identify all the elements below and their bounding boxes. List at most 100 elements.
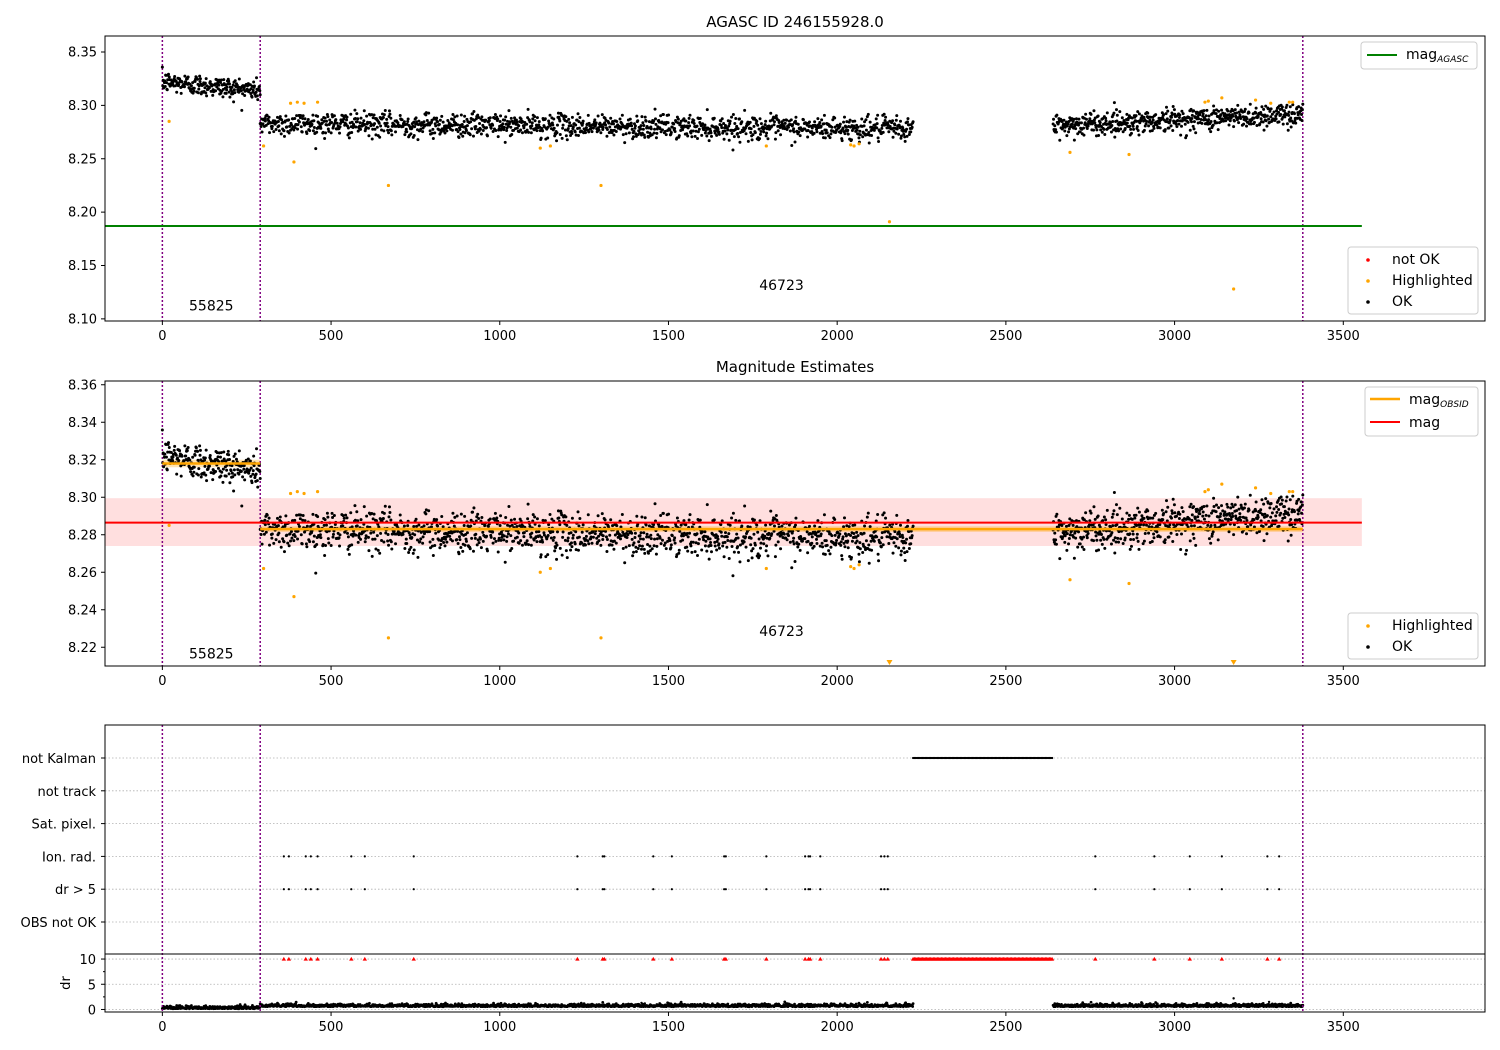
ok-point — [872, 539, 876, 543]
ok-point — [439, 542, 443, 546]
ok-point — [211, 478, 215, 482]
ok-point — [564, 134, 568, 138]
ok-point — [312, 119, 316, 123]
ok-point — [903, 139, 907, 143]
ok-point — [649, 537, 653, 541]
ok-point — [767, 531, 771, 535]
ok-point — [1192, 505, 1196, 509]
ok-point — [1134, 114, 1138, 118]
ok-point — [277, 540, 281, 544]
ok-point — [459, 546, 463, 550]
ok-point — [1177, 516, 1181, 520]
ok-point — [324, 131, 328, 135]
p2-ytick-label-7: 8.36 — [68, 378, 97, 393]
ok-point — [670, 125, 674, 129]
ok-point — [353, 108, 357, 112]
ok-point — [527, 543, 531, 547]
ok-point — [1112, 111, 1116, 115]
ok-point — [766, 554, 770, 558]
ok-point — [297, 120, 301, 124]
ok-point — [473, 536, 477, 540]
legend-ok-2: OK — [1392, 639, 1413, 655]
ok-point — [1237, 507, 1241, 511]
ok-point — [735, 532, 739, 536]
ok-point — [492, 537, 496, 541]
ok-point — [1060, 524, 1064, 528]
ok-point — [825, 543, 829, 547]
ok-point — [797, 542, 801, 546]
ok-point — [820, 541, 824, 545]
dr-flag-point — [819, 888, 822, 891]
ok-point — [700, 530, 704, 534]
ok-point — [649, 127, 653, 131]
ok-point — [443, 544, 447, 548]
ok-point — [899, 549, 903, 553]
ok-point — [807, 120, 811, 124]
ok-point — [576, 134, 580, 138]
ok-point — [862, 531, 866, 535]
ok-point — [664, 547, 668, 551]
ok-point — [813, 120, 817, 124]
ok-point — [882, 112, 886, 116]
ok-point — [489, 535, 493, 539]
ok-point — [1148, 118, 1152, 122]
ok-point — [751, 547, 755, 551]
highlighted-point — [295, 100, 299, 104]
ok-point — [597, 539, 601, 543]
ok-point — [533, 115, 537, 119]
ok-point — [1171, 129, 1175, 133]
ok-point — [205, 94, 209, 98]
ok-point — [387, 543, 391, 547]
ok-point — [803, 127, 807, 131]
ok-point — [209, 89, 213, 93]
ok-point — [345, 118, 349, 122]
ok-point — [278, 115, 282, 119]
ok-point — [596, 514, 600, 518]
ok-point — [1088, 117, 1092, 121]
ok-point — [677, 134, 681, 138]
ok-point — [796, 545, 800, 549]
ok-point — [248, 83, 252, 87]
ok-point — [255, 94, 259, 98]
ok-point — [342, 516, 346, 520]
ok-point — [208, 453, 212, 457]
ok-point — [810, 541, 814, 545]
ok-point — [558, 546, 562, 550]
ok-point — [909, 542, 913, 546]
ok-point — [470, 127, 474, 131]
ok-point — [1151, 516, 1155, 520]
panel-agasc-line-legend: magAGASC — [1360, 41, 1478, 70]
ok-point — [576, 548, 580, 552]
ok-point — [878, 541, 882, 545]
ok-point — [867, 543, 871, 547]
highlighted-point — [167, 523, 171, 527]
ok-point — [289, 539, 293, 543]
ok-point — [581, 119, 585, 123]
ok-point — [1231, 114, 1235, 118]
ok-point — [1225, 502, 1229, 506]
ok-point — [895, 537, 899, 541]
ok-point — [856, 534, 860, 538]
ok-point — [217, 83, 221, 87]
ok-point — [700, 133, 704, 137]
ok-point — [1190, 117, 1194, 121]
ok-point — [491, 530, 495, 534]
ok-point — [448, 534, 452, 538]
ok-point — [823, 552, 827, 556]
p2-xtick-label-1: 500 — [319, 674, 344, 689]
ok-point — [639, 537, 643, 541]
ok-point — [773, 555, 777, 559]
ok-point — [541, 540, 545, 544]
ok-point — [1277, 507, 1281, 511]
highlighted-point — [857, 142, 861, 146]
ok-point — [184, 454, 188, 458]
ok-point — [1074, 127, 1078, 131]
ok-point — [1065, 134, 1069, 138]
ok-point — [788, 129, 792, 133]
ok-point — [287, 131, 291, 135]
ok-point — [812, 131, 816, 135]
ok-point — [1152, 126, 1156, 130]
ok-point — [1120, 116, 1124, 120]
ok-point — [476, 113, 480, 117]
ok-point — [551, 530, 555, 534]
